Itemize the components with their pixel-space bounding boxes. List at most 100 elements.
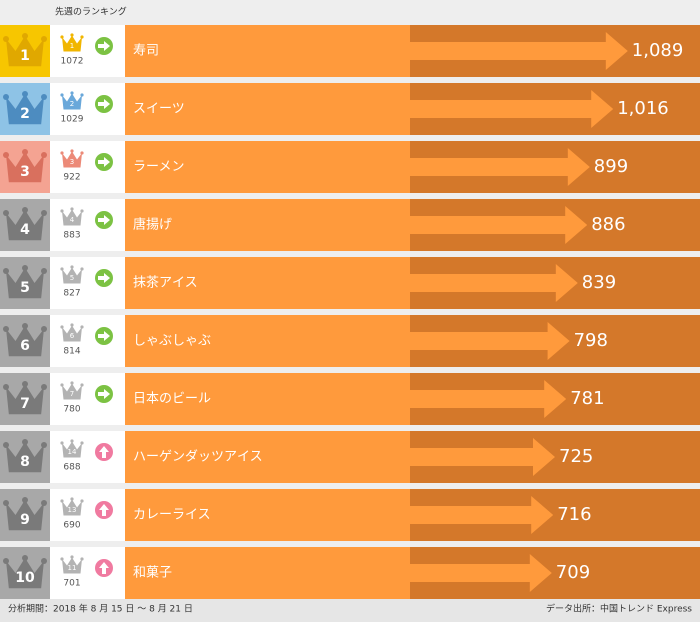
trend-arrow xyxy=(98,389,110,399)
trend-arrow xyxy=(98,331,110,341)
crown-tip xyxy=(3,326,9,332)
trend-arrow xyxy=(99,446,109,458)
crown-tip xyxy=(70,91,74,95)
crown-tip xyxy=(70,149,74,153)
crown-tip xyxy=(22,497,28,503)
rank-crown xyxy=(6,151,44,183)
prev-rank: 3 xyxy=(70,158,74,166)
prev-rank: 14 xyxy=(68,448,77,456)
crown-tip xyxy=(60,383,64,387)
score-arrow xyxy=(410,206,588,244)
footer-bar xyxy=(0,598,700,622)
rank-number: 6 xyxy=(20,338,30,354)
bar-front xyxy=(125,257,410,309)
prev-score: 690 xyxy=(63,521,80,531)
crown-tip xyxy=(3,94,9,100)
crown-tip xyxy=(80,151,84,155)
crown-tip xyxy=(60,267,64,271)
prev-cell xyxy=(50,373,125,425)
crown-tip xyxy=(41,384,47,390)
score-arrow xyxy=(410,438,555,476)
prev-score: 883 xyxy=(63,231,80,241)
crown-tip xyxy=(41,558,47,564)
prev-score: 688 xyxy=(63,463,80,473)
crown-tip xyxy=(22,555,28,561)
prev-score: 827 xyxy=(63,289,80,299)
crown-tip xyxy=(80,325,84,329)
trend-arrow xyxy=(98,273,110,283)
rank-crown xyxy=(6,499,44,531)
bar-front xyxy=(125,315,410,367)
crown-tip xyxy=(60,35,64,39)
score-arrow xyxy=(410,264,578,302)
rank-number: 9 xyxy=(20,512,30,528)
rank-number: 3 xyxy=(20,164,30,180)
score-label: 1,016 xyxy=(617,98,669,119)
score-arrow xyxy=(410,148,590,186)
crown-tip xyxy=(22,149,28,155)
prev-cell xyxy=(50,431,125,483)
crown-tip xyxy=(3,268,9,274)
prev-crown xyxy=(62,93,82,110)
crown-tip xyxy=(41,94,47,100)
rank-crown xyxy=(6,325,44,357)
crown-tip xyxy=(80,499,84,503)
crown-tip xyxy=(3,384,9,390)
prev-cell xyxy=(50,315,125,367)
rank-crown xyxy=(6,209,44,241)
prev-rank: 5 xyxy=(70,274,74,282)
trend-arrow xyxy=(98,215,110,225)
prev-crown xyxy=(62,441,82,458)
rank-crown xyxy=(6,441,44,473)
prev-cell xyxy=(50,25,125,77)
prev-cell xyxy=(50,83,125,135)
crown-tip xyxy=(41,152,47,158)
prev-crown xyxy=(62,383,82,400)
item-name: カレーライス xyxy=(133,508,211,523)
score-label: 716 xyxy=(557,504,591,525)
crown-tip xyxy=(41,500,47,506)
crown-tip xyxy=(41,442,47,448)
item-name: 日本のビール xyxy=(133,392,211,407)
crown-tip xyxy=(3,442,9,448)
crown-tip xyxy=(70,207,74,211)
crown-tip xyxy=(60,557,64,561)
rank-crown xyxy=(6,93,44,125)
score-label: 781 xyxy=(570,388,604,409)
score-label: 899 xyxy=(594,156,628,177)
crown-tip xyxy=(60,209,64,213)
crown-tip xyxy=(60,325,64,329)
crown-tip xyxy=(22,91,28,97)
prev-cell xyxy=(50,141,125,193)
prev-rank: 1 xyxy=(70,42,74,50)
prev-score: 1072 xyxy=(61,57,84,67)
prev-score: 922 xyxy=(63,173,80,183)
prev-crown xyxy=(62,267,82,284)
prev-score: 701 xyxy=(63,579,80,589)
trend-arrow xyxy=(98,157,110,167)
crown-tip xyxy=(41,268,47,274)
rank-crown xyxy=(6,383,44,415)
score-label: 798 xyxy=(574,330,608,351)
trend-arrow xyxy=(98,99,110,109)
crown-tip xyxy=(22,381,28,387)
crown-tip xyxy=(41,36,47,42)
prev-cell xyxy=(50,489,125,541)
prev-rank: 11 xyxy=(68,564,77,572)
bar-front xyxy=(125,547,410,599)
rank-number: 5 xyxy=(20,280,30,296)
bar-front xyxy=(125,489,410,541)
footer-source: データ出所：中国トレンド Express xyxy=(546,603,692,615)
prev-score: 814 xyxy=(63,347,80,357)
item-name: 寿司 xyxy=(133,44,159,59)
crown-tip xyxy=(60,151,64,155)
item-name: スイーツ xyxy=(133,102,185,117)
bar-front xyxy=(125,199,410,251)
item-name: ハーゲンダッツアイス xyxy=(133,450,263,465)
prev-crown xyxy=(62,325,82,342)
footer-period: 分析期間：2018 年 8 月 15 日 ～ 8 月 21 日 xyxy=(8,603,193,615)
score-label: 839 xyxy=(582,272,616,293)
crown-tip xyxy=(60,499,64,503)
score-arrow xyxy=(410,32,628,70)
item-name: 和菓子 xyxy=(133,566,172,581)
